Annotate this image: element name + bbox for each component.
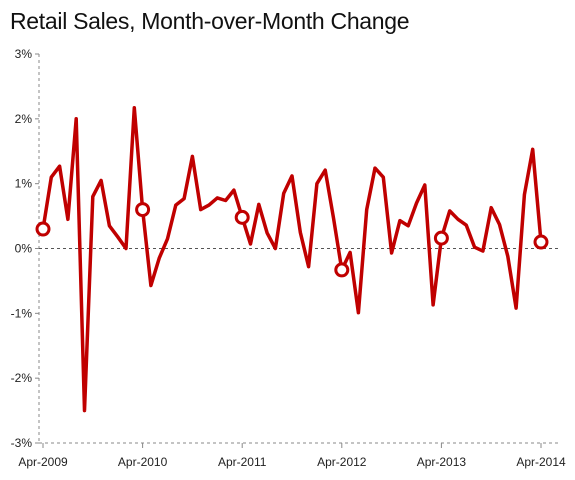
x-tick-label: Apr-2011: [218, 455, 267, 469]
y-axis-labels: 3% 2% 1% 0% -1% -2% -3%: [11, 47, 33, 450]
y-tick-label: -2%: [11, 371, 33, 385]
y-tick-label: -3%: [11, 436, 33, 450]
x-tick-label: Apr-2009: [18, 455, 68, 469]
x-tick-label: Apr-2014: [516, 455, 566, 469]
data-point-marker: [35, 221, 51, 237]
y-tick-label: 1%: [15, 177, 33, 191]
data-point-marker: [433, 230, 449, 246]
x-tick-label: Apr-2012: [317, 455, 367, 469]
y-tick-label: 2%: [15, 112, 33, 126]
x-tick-label: Apr-2010: [118, 455, 168, 469]
data-point-marker: [234, 209, 250, 225]
data-point-marker: [533, 234, 549, 250]
x-axis-labels: Apr-2009 Apr-2010 Apr-2011 Apr-2012 Apr-2013…: [18, 455, 566, 469]
chart-title: Retail Sales, Month-over-Month Change: [10, 8, 410, 34]
plot-area: [35, 106, 549, 413]
series-line: [41, 106, 543, 413]
y-tick-label: 0%: [15, 242, 33, 256]
y-tick-label: 3%: [15, 47, 33, 61]
data-point-marker: [135, 202, 151, 218]
y-tick-label: -1%: [11, 306, 33, 320]
x-tick-label: Apr-2013: [417, 455, 467, 469]
data-point-marker: [334, 262, 350, 278]
